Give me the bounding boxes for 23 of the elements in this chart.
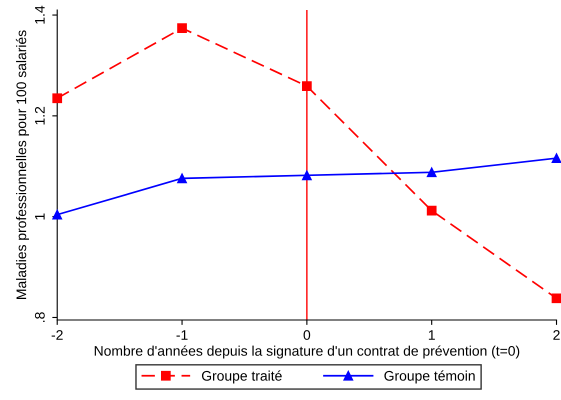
- point: [302, 170, 312, 180]
- y-tick-label: .8: [34, 312, 45, 322]
- x-tick-label: -2: [52, 330, 63, 340]
- point: [426, 167, 437, 178]
- point: [552, 293, 561, 304]
- point: [552, 153, 561, 164]
- x-tick-label: -1: [176, 330, 188, 340]
- y-axis-title: Maladies professionnelles pour 100 salariés: [16, 30, 29, 299]
- point: [426, 206, 437, 216]
- y-tick-label: 1.4: [35, 6, 45, 24]
- x-tick-label: 1: [428, 330, 435, 340]
- x-tick-label: 2: [553, 330, 560, 340]
- x-axis-title: Nombre d'années depuis la signature d'un contrat de prévention (t=0): [94, 345, 520, 359]
- point: [177, 173, 187, 184]
- legend-label: Groupe traité: [202, 370, 282, 384]
- point: [177, 23, 187, 34]
- point: [52, 210, 62, 220]
- y-tick-label: 1.2: [34, 106, 45, 124]
- x-tick-label: 0: [304, 330, 310, 340]
- legend-label: Groupe témoin: [384, 370, 475, 384]
- y-tick-label: 1: [35, 213, 45, 220]
- point: [302, 81, 312, 91]
- point: [52, 93, 62, 104]
